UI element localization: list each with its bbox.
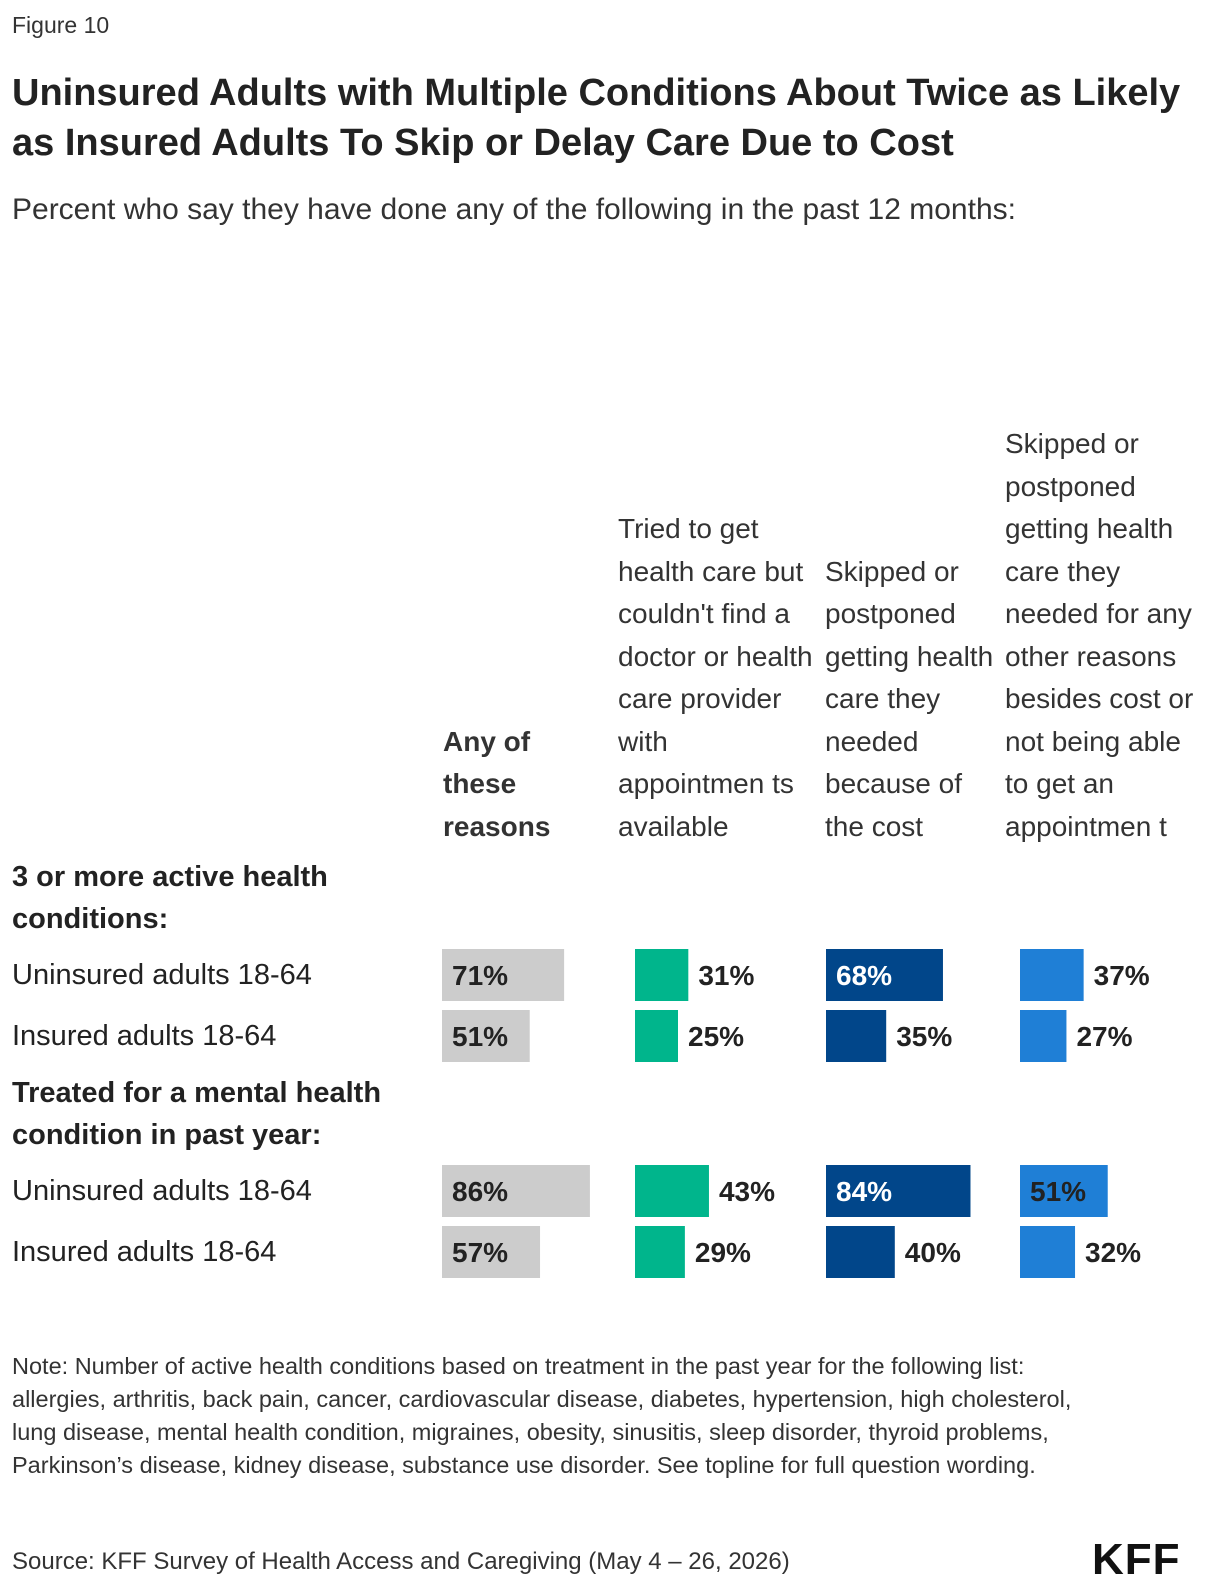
bar [1020,1226,1076,1278]
data-label: 29% [695,1237,751,1268]
data-label: 25% [688,1021,744,1052]
data-label: 68% [836,960,892,991]
bar [635,949,689,1001]
data-label: 43% [719,1176,775,1207]
bar [1020,949,1084,1001]
data-label: 84% [836,1176,892,1207]
kff-logo: KFF [1092,1535,1181,1584]
data-label: 35% [896,1021,952,1052]
column-header-cost: Skipped or postponed getting health care… [825,555,994,842]
bar [442,1226,541,1278]
data-label: 71% [452,960,508,991]
data-label: 31% [698,960,754,991]
group-label-conditions: 3 or more active health conditions: [12,861,328,935]
chart-title: Uninsured Adults with Multiple Condition… [12,72,1181,164]
bar [442,1165,590,1217]
bar [635,1165,709,1217]
bar [826,1226,895,1278]
bar [826,1010,887,1062]
data-label: 51% [452,1021,508,1052]
group-label-mental-health: Treated for a mental health condition in… [12,1077,382,1151]
bar [442,949,565,1001]
bar [826,1165,971,1217]
row-label: Insured adults 18-64 [12,1020,277,1052]
data-label: 51% [1030,1176,1086,1207]
data-label: 27% [1076,1021,1132,1052]
chart-subtitle: Percent who say they have done any of th… [12,193,1016,226]
bar [635,1010,678,1062]
source-line: Source: KFF Survey of Health Access and … [12,1548,790,1575]
data-label: 40% [905,1237,961,1268]
bar [1020,1010,1067,1062]
column-header-other-reasons: Skipped or postponed getting health care… [1005,428,1194,842]
row-label: Insured adults 18-64 [12,1236,277,1268]
data-label: 37% [1094,960,1150,991]
column-header-any-reason: Any of these reasons [443,725,551,842]
bar [1020,1165,1108,1217]
bar [442,1010,530,1062]
bar [826,949,943,1001]
data-label: 32% [1085,1237,1141,1268]
data-label: 57% [452,1237,508,1268]
column-header-no-appointment: Tried to get health care but couldn't fi… [618,513,813,842]
row-label: Uninsured adults 18-64 [12,959,312,991]
bar [635,1226,685,1278]
data-label: 86% [452,1176,508,1207]
figure-label: Figure 10 [12,12,110,38]
column-headers: Any of these reasons Tried to get health… [0,250,1220,848]
row-label: Uninsured adults 18-64 [12,1175,312,1207]
footnote: Note: Number of active health conditions… [12,1353,1072,1478]
